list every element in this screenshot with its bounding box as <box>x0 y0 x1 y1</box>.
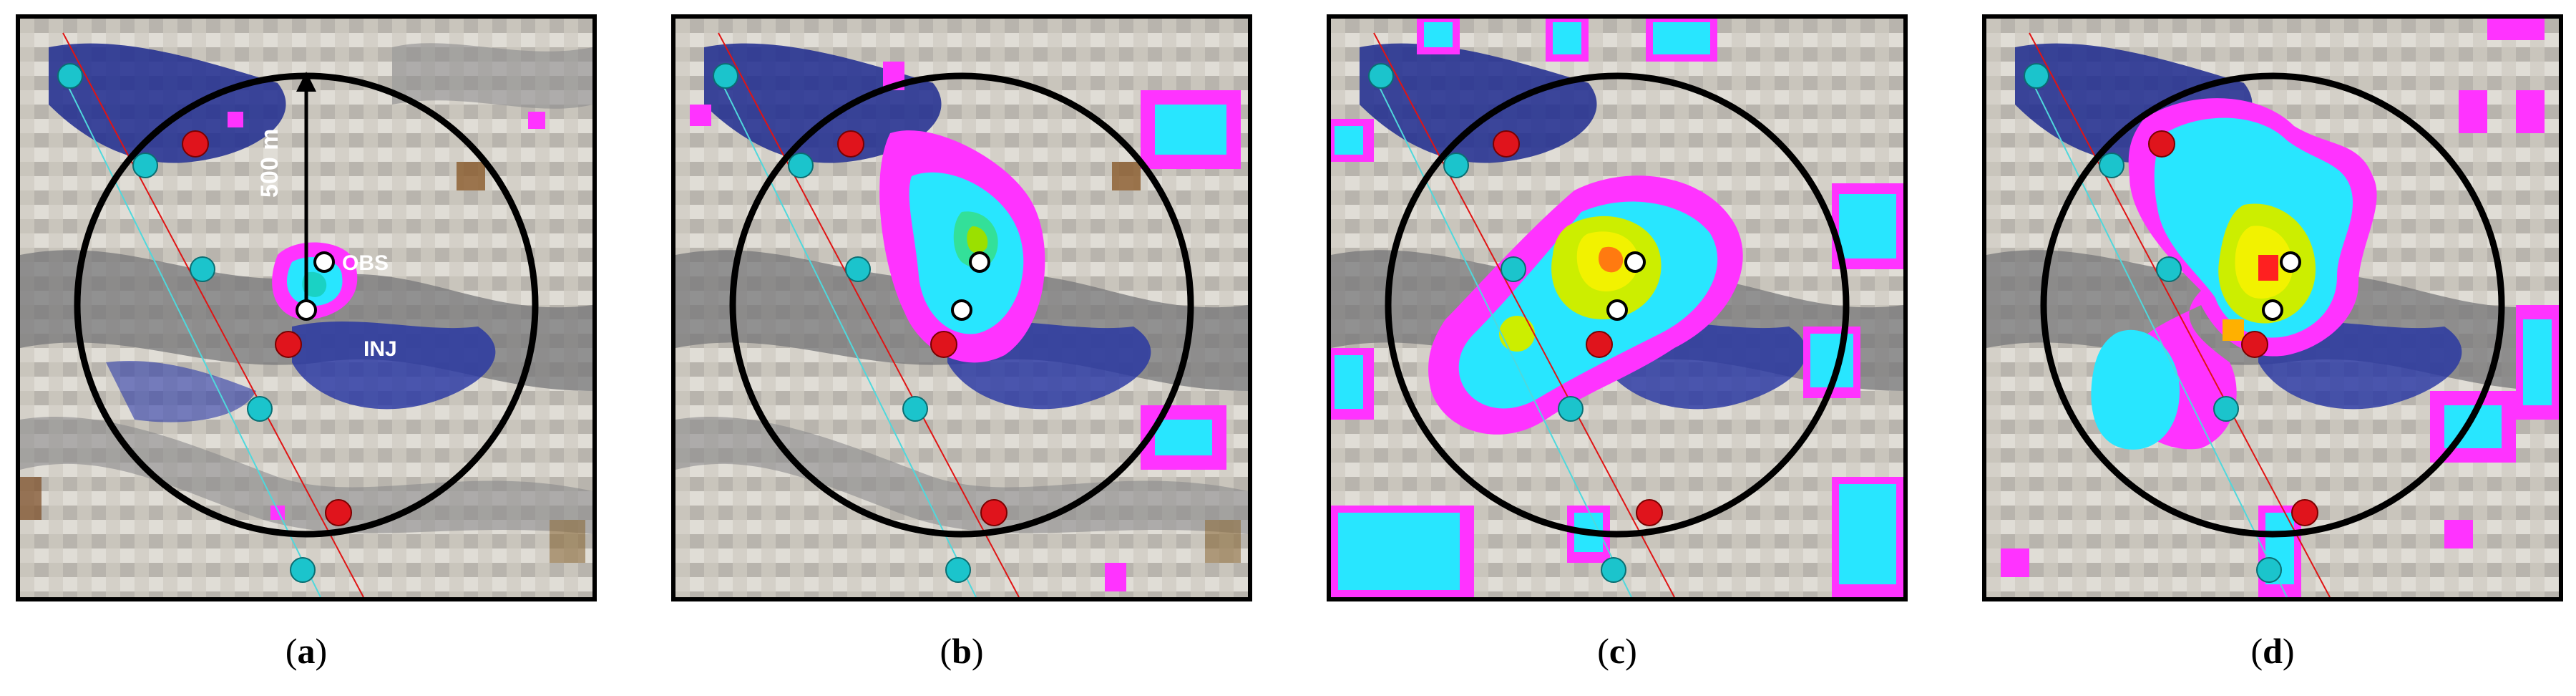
caption-letter: c <box>1609 631 1626 671</box>
caption-a: (a) <box>285 631 328 671</box>
caption-letter: d <box>2263 631 2283 671</box>
map-c <box>1331 19 1903 597</box>
radius-label: 500 m <box>256 128 283 198</box>
caption-letter: b <box>952 631 972 671</box>
panel-b <box>671 14 1252 601</box>
map-b <box>675 19 1248 597</box>
caption-letter: a <box>297 631 316 671</box>
obs-label: OBS <box>342 251 389 275</box>
map-a <box>20 19 592 597</box>
caption-c: (c) <box>1597 631 1637 671</box>
caption-b: (b) <box>940 631 984 671</box>
panel-c <box>1327 14 1908 601</box>
caption-d: (d) <box>2250 631 2295 671</box>
map-d <box>1986 19 2559 597</box>
inj-label: INJ <box>364 337 397 361</box>
panel-d <box>1982 14 2563 601</box>
panel-a: 500 m OBS INJ <box>16 14 597 601</box>
